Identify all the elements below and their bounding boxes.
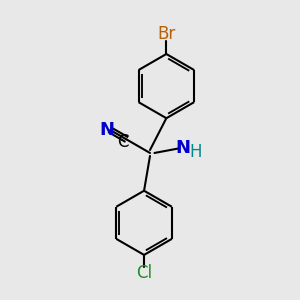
Text: N: N <box>99 121 114 139</box>
Text: H: H <box>189 143 202 161</box>
Text: N: N <box>175 139 190 157</box>
Text: Cl: Cl <box>136 264 152 282</box>
Text: Br: Br <box>157 25 176 43</box>
Text: C: C <box>117 133 128 151</box>
